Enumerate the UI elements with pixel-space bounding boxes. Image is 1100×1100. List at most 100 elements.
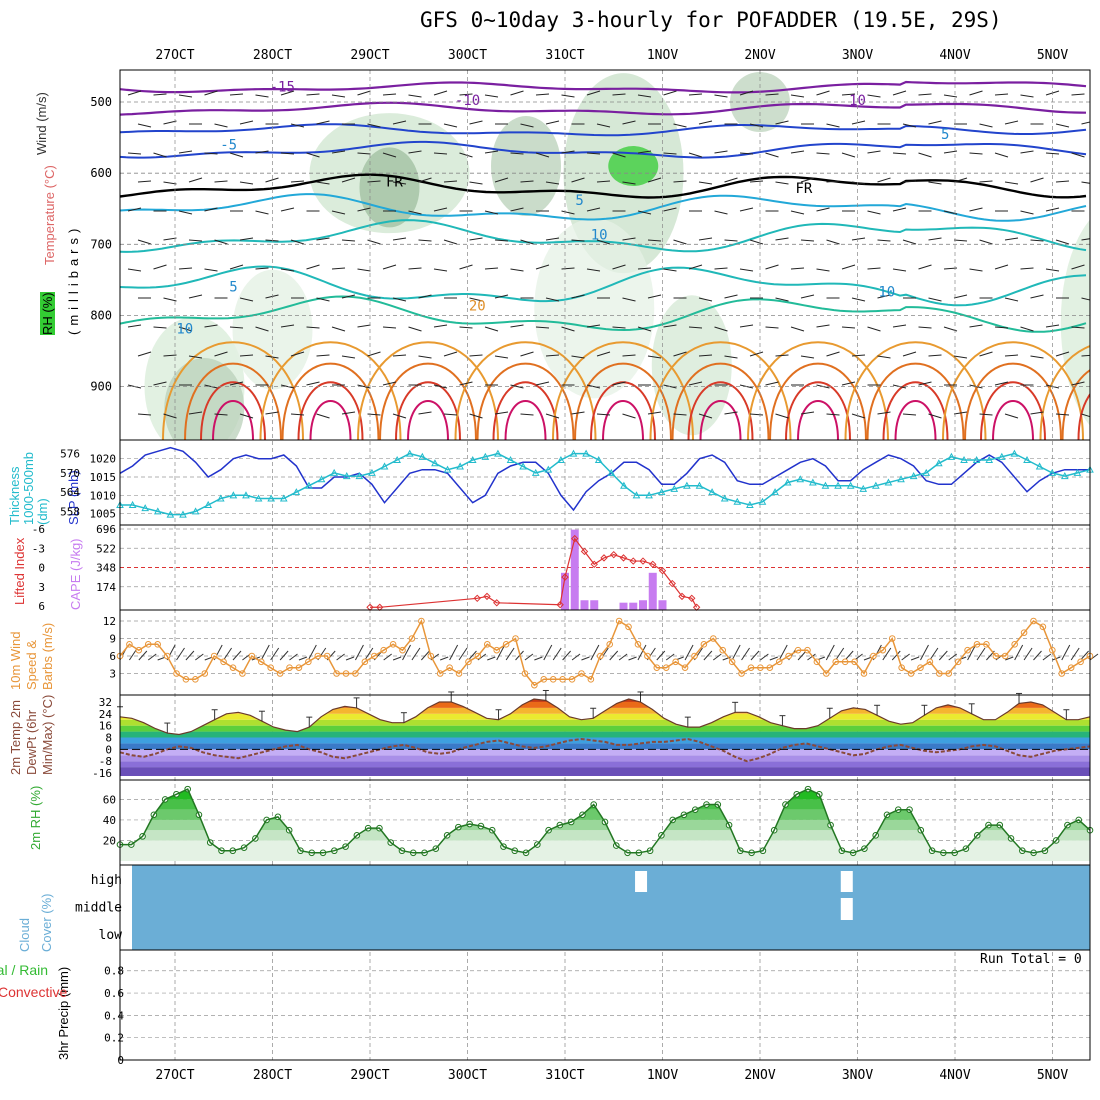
wind-barb	[484, 150, 499, 154]
li-point	[678, 592, 686, 601]
wind-barb	[484, 267, 499, 270]
wind10m-barb	[1014, 644, 1024, 661]
wind-barb	[586, 268, 601, 272]
wind-barb	[341, 355, 356, 359]
wind-barb	[596, 123, 611, 128]
wind-barb	[367, 123, 381, 128]
li-tick: 6	[38, 600, 45, 613]
contour-warm-lobe	[357, 341, 499, 440]
contour-warm-lobe	[747, 341, 889, 440]
date-label-5nov: 5NOV	[1036, 1068, 1069, 1083]
wind-barb	[877, 411, 891, 415]
wind-barb	[918, 152, 932, 158]
wind-barb	[622, 354, 636, 357]
wind-barb	[229, 264, 244, 270]
wind-barb	[1055, 351, 1070, 357]
wind-barb	[826, 180, 840, 183]
temp-band	[120, 761, 1090, 768]
temp-band	[120, 713, 1090, 720]
wind-barb	[306, 152, 320, 158]
wind-barb	[1030, 177, 1044, 183]
wind10m-barb	[1042, 653, 1052, 661]
wind-barb	[918, 381, 932, 386]
wind-barb	[255, 150, 269, 154]
wind10m-barb	[825, 644, 835, 661]
li-point	[556, 601, 564, 609]
wind-barb	[214, 351, 228, 357]
dewpt2m-line	[119, 737, 1091, 763]
wind-barb	[239, 354, 254, 357]
cape-bar	[619, 602, 628, 610]
wind-barb	[800, 294, 815, 299]
wind-barb	[418, 355, 432, 359]
wind-barb	[867, 210, 881, 215]
temp-band	[120, 737, 1090, 744]
wind-barb	[892, 207, 907, 212]
wind-barb	[698, 413, 713, 419]
contour-warm-lobe	[894, 400, 937, 440]
wind-barb	[178, 267, 193, 270]
wind-barb	[775, 354, 789, 357]
contour-warm-lobe	[162, 341, 304, 440]
wind-barb	[316, 120, 330, 125]
slp-tick: 1015	[90, 471, 117, 484]
wind-barb	[418, 294, 432, 299]
wind-barb	[510, 268, 524, 272]
wind-barb	[357, 324, 371, 328]
wind-barb	[535, 264, 550, 270]
wind10m-barb	[298, 656, 308, 661]
wind-barb	[239, 413, 254, 419]
wind-barb	[928, 181, 942, 185]
wind-barb	[255, 267, 269, 270]
wind10m-barb	[609, 650, 619, 661]
wind-barb	[943, 94, 958, 98]
contour-warm-lobe	[1077, 393, 1090, 440]
wind-barb	[816, 324, 830, 328]
wind10m-barb	[948, 653, 958, 661]
date-label-30oct: 30OCT	[447, 1068, 488, 1083]
wind-barb	[229, 93, 244, 96]
wind-barb	[622, 120, 636, 125]
date-label-1nov: 1NOV	[646, 48, 679, 63]
wind-barb	[280, 207, 295, 212]
wind-barb	[316, 354, 330, 357]
pressure-tick-label: 900	[90, 380, 112, 394]
wind10m-barb	[920, 644, 929, 661]
contour-warm-lobe	[395, 381, 461, 440]
wind-barb	[596, 413, 611, 416]
wind-barb	[749, 239, 764, 245]
wind-barb	[137, 123, 152, 128]
wind-barb	[979, 180, 993, 183]
wind-barb	[647, 177, 662, 183]
rh2m-tick: 40	[103, 814, 116, 827]
wind-barb	[520, 123, 534, 128]
wind-barb	[341, 411, 356, 415]
wind-barb	[392, 181, 407, 185]
li-point	[571, 534, 579, 543]
wind-barb	[953, 355, 968, 359]
wind-barb	[586, 207, 601, 212]
wind-barb	[571, 294, 585, 299]
wind-barb	[433, 268, 448, 272]
temp2m-line	[119, 698, 1091, 736]
contour-warm-lobe	[407, 400, 449, 440]
cape-tick: 174	[96, 581, 116, 594]
wind-barb	[943, 150, 958, 154]
wind10m-line	[119, 618, 1091, 687]
wind10m-barb	[270, 647, 280, 661]
wind-barb	[280, 384, 295, 389]
wind-barb	[612, 152, 626, 158]
wind-barb	[892, 324, 907, 328]
wind10m-barb	[392, 656, 402, 661]
date-label-31oct: 31OCT	[545, 48, 585, 63]
cape-bar	[590, 600, 599, 610]
wind10m-barb	[976, 647, 986, 661]
date-label-2nov: 2NOV	[744, 1068, 776, 1083]
wind-barb	[765, 152, 779, 158]
li-tick: -3	[32, 542, 45, 555]
wind-barb	[1004, 297, 1019, 302]
wind-barb	[382, 326, 397, 329]
wind-barb	[647, 239, 662, 242]
wind-barb	[418, 177, 432, 183]
wind-barb	[510, 324, 524, 328]
